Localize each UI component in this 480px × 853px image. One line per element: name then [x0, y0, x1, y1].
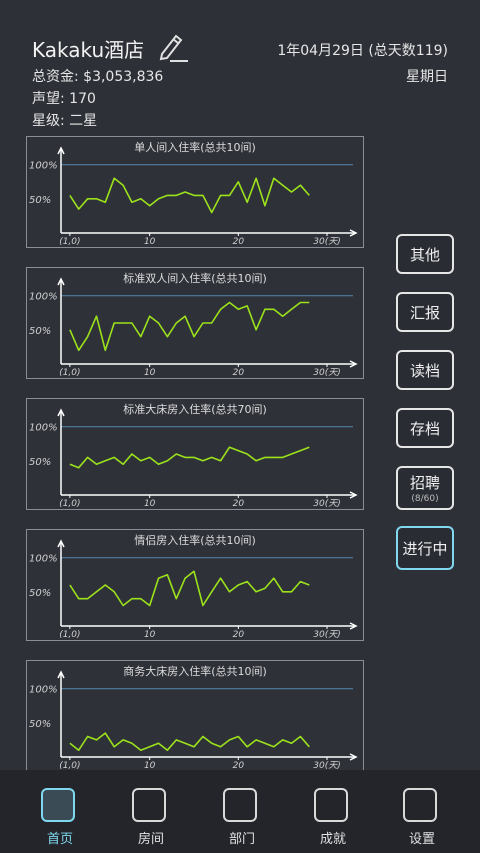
- y-tick-label: 100%: [29, 423, 58, 434]
- x-tick-label: (1,0): [59, 368, 80, 378]
- chart-plot: 100% 50% (1,0) 10 20 30(天): [29, 539, 358, 640]
- settings-tab-icon: [403, 788, 437, 822]
- recruit-button[interactable]: 招聘 (8/60): [396, 466, 454, 510]
- chart-business-king: 商务大床房入住率(总共10间) 100% 50% (1,0) 10 20 30(天): [26, 660, 364, 770]
- occupancy-charts[interactable]: 单人间入住率(总共10间) 100% 50% (1,0) 10 20 30(天) 标准双人…: [0, 130, 390, 770]
- occupancy-line: [69, 446, 310, 469]
- y-axis-arrow: [57, 277, 65, 286]
- chart-standard-double: 标准双人间入住率(总共10间) 100% 50% (1,0) 10 20 30(天): [26, 267, 364, 379]
- recruit-count: (8/60): [411, 494, 439, 504]
- y-axis-arrow: [57, 670, 65, 679]
- x-tick-label: 10: [144, 237, 156, 247]
- tab-settings[interactable]: 设置: [374, 770, 470, 853]
- x-tick-label: (1,0): [59, 237, 80, 247]
- x-tick-label: 30(天): [313, 499, 340, 509]
- occupancy-line: [69, 732, 310, 751]
- y-axis-arrow: [57, 408, 65, 417]
- x-axis-arrow: [349, 491, 358, 499]
- x-tick-label: 10: [144, 761, 156, 770]
- funds-label: 总资金: $3,053,836: [32, 69, 164, 85]
- occupancy-line: [69, 177, 310, 214]
- x-tick-label: 10: [144, 368, 156, 378]
- tab-achievements-label: 成就: [319, 832, 346, 847]
- tab-departments-label: 部门: [228, 832, 255, 847]
- departments-tab-icon: [223, 788, 257, 822]
- occupancy-line: [69, 301, 310, 352]
- x-tick-label: 20: [233, 237, 245, 247]
- chart-plot: 100% 50% (1,0) 10 20 30(天): [29, 670, 358, 770]
- x-tick-label: (1,0): [59, 630, 80, 640]
- x-tick-label: 20: [233, 499, 245, 509]
- chart-title: 标准双人间入住率(总共10间): [123, 272, 267, 285]
- chart-title: 标准大床房入住率(总共70间): [123, 403, 267, 416]
- other-button-label: 其他: [409, 245, 440, 264]
- tab-achievements[interactable]: 成就: [285, 770, 381, 853]
- chart-title: 情侣房入住率(总共10间): [134, 534, 256, 547]
- chart-standard-king: 标准大床房入住率(总共70间) 100% 50% (1,0) 10 20 30(天): [26, 398, 364, 510]
- in-progress-button[interactable]: 进行中: [396, 526, 454, 570]
- recruit-button-label: 招聘: [409, 474, 440, 492]
- y-tick-label: 100%: [29, 554, 58, 565]
- chart-title: 单人间入住率(总共10间): [134, 141, 256, 154]
- weekday: 星期日: [406, 69, 448, 85]
- x-tick-label: 20: [233, 630, 245, 640]
- reputation-label: 声望: 170: [32, 91, 96, 107]
- chart-couple-room: 情侣房入住率(总共10间) 100% 50% (1,0) 10 20 30(天): [26, 529, 364, 641]
- x-axis-arrow: [349, 360, 358, 368]
- y-tick-label: 100%: [29, 292, 58, 303]
- y-tick-label: 50%: [29, 719, 51, 730]
- game-date: 1年04月29日 (总天数119): [277, 43, 448, 59]
- x-axis-arrow: [349, 229, 358, 237]
- x-tick-label: 10: [144, 630, 156, 640]
- tab-settings-label: 设置: [408, 832, 435, 847]
- occupancy-line: [69, 570, 310, 607]
- home-tab-icon: [41, 788, 75, 822]
- y-tick-label: 100%: [29, 161, 58, 172]
- y-tick-label: 50%: [29, 195, 51, 206]
- x-tick-label: 30(天): [313, 630, 340, 640]
- tab-home-label: 首页: [46, 832, 73, 847]
- edit-pencil-icon[interactable]: [156, 30, 188, 62]
- x-tick-label: 30(天): [313, 761, 340, 770]
- x-tick-label: (1,0): [59, 761, 80, 770]
- y-tick-label: 100%: [29, 685, 58, 696]
- x-tick-label: (1,0): [59, 499, 80, 509]
- chart-single-room: 单人间入住率(总共10间) 100% 50% (1,0) 10 20 30(天): [26, 136, 364, 248]
- other-button[interactable]: 其他: [396, 234, 454, 274]
- y-tick-label: 50%: [29, 588, 51, 599]
- chart-title: 商务大床房入住率(总共10间): [123, 665, 267, 678]
- x-tick-label: 20: [233, 368, 245, 378]
- rooms-tab-icon: [132, 788, 166, 822]
- tab-home[interactable]: 首页: [12, 770, 108, 853]
- rating-label: 星级: 二星: [32, 113, 98, 129]
- achievements-tab-icon: [314, 788, 348, 822]
- x-axis-arrow: [349, 753, 358, 761]
- tab-departments[interactable]: 部门: [194, 770, 290, 853]
- y-axis-arrow: [57, 146, 65, 155]
- save-button[interactable]: 存档: [396, 408, 454, 448]
- hotel-name: Kakaku酒店: [32, 38, 145, 62]
- y-tick-label: 50%: [29, 457, 51, 468]
- report-button[interactable]: 汇报: [396, 292, 454, 332]
- y-tick-label: 50%: [29, 326, 51, 337]
- x-tick-label: 20: [233, 761, 245, 770]
- load-button[interactable]: 读档: [396, 350, 454, 390]
- tab-rooms-label: 房间: [137, 832, 164, 847]
- chart-plot: 100% 50% (1,0) 10 20 30(天): [29, 146, 358, 247]
- x-tick-label: 10: [144, 499, 156, 509]
- tab-rooms[interactable]: 房间: [103, 770, 199, 853]
- in-progress-button-label: 进行中: [402, 539, 448, 558]
- load-button-label: 读档: [409, 361, 440, 380]
- chart-plot: 100% 50% (1,0) 10 20 30(天): [29, 277, 358, 378]
- save-button-label: 存档: [409, 419, 440, 438]
- x-axis-arrow: [349, 622, 358, 630]
- x-tick-label: 30(天): [313, 368, 340, 378]
- report-button-label: 汇报: [409, 303, 440, 322]
- bottom-tab-bar: 首页 房间 部门 成就 设置: [0, 770, 480, 853]
- y-axis-arrow: [57, 539, 65, 548]
- chart-plot: 100% 50% (1,0) 10 20 30(天): [29, 408, 358, 509]
- x-tick-label: 30(天): [313, 237, 340, 247]
- status-header: Kakaku酒店 总资金: $3,053,836 声望: 170 星级: 二星 …: [0, 0, 480, 129]
